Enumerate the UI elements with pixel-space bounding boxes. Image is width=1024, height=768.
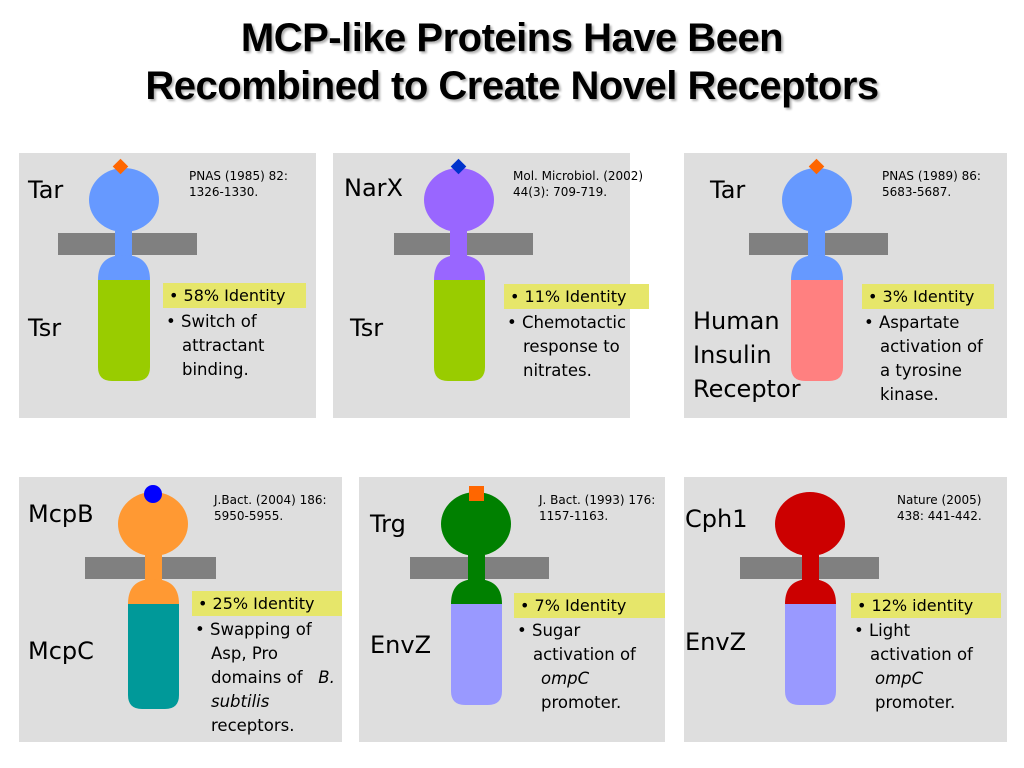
receptor-cytoplasmic-upper xyxy=(785,579,836,604)
title-line-1: MCP-like Proteins Have Been xyxy=(240,16,784,60)
top-label: NarX xyxy=(344,174,403,202)
panel-trg-envz: Trg EnvZ J. Bact. (1993) 176: 1157-1163.… xyxy=(359,477,665,742)
description: • Chemotactic response to nitrates. xyxy=(507,313,627,380)
receptor-stalk xyxy=(468,555,485,586)
bottom-label: EnvZ xyxy=(685,628,747,656)
receptor-head xyxy=(115,231,132,262)
reference: PNAS (1985) 82: 1326-1330. xyxy=(189,169,288,199)
top-label: McpB xyxy=(28,500,94,528)
panel-tar-tsr: Tar Tsr PNAS (1985) 82: 1326-1330. • 58%… xyxy=(19,153,316,418)
description: • Light activation of ompC promoter. xyxy=(854,621,973,712)
description: • Switch of attractant binding. xyxy=(166,312,265,379)
receptor-diagram xyxy=(740,492,879,705)
receptor-stalk xyxy=(808,231,825,262)
ligand-diamond xyxy=(112,158,129,175)
identity-badge: • 25% Identity xyxy=(192,591,342,616)
top-label: Tar xyxy=(710,176,746,204)
receptor-periplasmic-domain xyxy=(89,168,159,232)
receptor-diagram xyxy=(410,486,549,705)
receptor-cytoplasmic-lower xyxy=(451,604,502,705)
slide-title: MCP-like Proteins Have Been Recombined t… xyxy=(0,14,1024,110)
receptor-stalk xyxy=(450,231,467,262)
identity-badge: • 3% Identity xyxy=(862,284,994,309)
title-line-2: Recombined to Create Novel Receptors xyxy=(145,64,879,108)
ligand-square xyxy=(469,486,484,501)
top-label: Trg xyxy=(370,510,406,538)
receptor-periplasmic-domain xyxy=(441,492,511,556)
receptor-periplasmic-domain xyxy=(782,168,852,232)
identity-badge: • 58% Identity xyxy=(163,283,306,308)
bottom-label: Tsr xyxy=(28,314,62,342)
receptor-periplasmic-domain xyxy=(424,168,494,232)
description: • Aspartate activation of a tyrosine kin… xyxy=(864,313,983,404)
reference: J.Bact. (2004) 186: 5950-5955. xyxy=(214,493,327,523)
receptor-cytoplasmic-upper xyxy=(791,255,843,280)
receptor-cytoplasmic-lower xyxy=(98,280,150,381)
bottom-label: EnvZ xyxy=(370,631,432,659)
description: • Swapping of Asp, Pro domains of B. sub… xyxy=(195,620,335,735)
receptor-stalk xyxy=(802,555,819,586)
receptor-periplasmic-domain xyxy=(118,492,188,556)
description: • Sugar activation of ompC promoter. xyxy=(517,621,636,712)
receptor-stalk xyxy=(145,555,162,586)
top-label: Cph1 xyxy=(685,505,748,533)
panel-narx-tsr: NarX Tsr Mol. Microbiol. (2002) 44(3): 7… xyxy=(333,153,649,418)
panel-tar-insulin-receptor: Tar Human Insulin Receptor PNAS (1989) 8… xyxy=(684,153,1007,418)
receptor-cytoplasmic-lower xyxy=(128,604,179,709)
reference: Mol. Microbiol. (2002) 44(3): 709-719. xyxy=(513,169,644,199)
receptor-cytoplasmic-upper xyxy=(434,255,485,280)
reference: PNAS (1989) 86: 5683-5687. xyxy=(882,169,981,199)
panel-mcpb-mcpc: McpB McpC J.Bact. (2004) 186: 5950-5955.… xyxy=(19,477,342,742)
receptor-diagram xyxy=(394,158,533,381)
receptor-diagram xyxy=(749,158,888,381)
receptor-cytoplasmic-lower xyxy=(785,604,836,705)
receptor-diagram xyxy=(85,485,216,709)
panel-cph1-envz: Cph1 EnvZ Nature (2005) 438: 441-442. • … xyxy=(684,477,1007,742)
identity-badge: • 12% identity xyxy=(851,593,1001,618)
receptor-cytoplasmic-lower xyxy=(791,280,843,381)
receptor-cytoplasmic-upper xyxy=(451,579,502,604)
bottom-label: Human Insulin Receptor xyxy=(693,307,801,403)
reference: Nature (2005) 438: 441-442. xyxy=(897,493,982,523)
ligand-circle xyxy=(144,485,162,503)
receptor-cytoplasmic-upper xyxy=(98,255,150,280)
identity-badge: • 11% Identity xyxy=(504,284,649,309)
receptor-cytoplasmic-lower xyxy=(434,280,485,381)
bottom-label: Tsr xyxy=(350,314,384,342)
top-label: Tar xyxy=(28,176,64,204)
bottom-label: McpC xyxy=(28,637,94,665)
receptor-diagram xyxy=(58,158,197,381)
reference: J. Bact. (1993) 176: 1157-1163. xyxy=(539,493,656,523)
receptor-cytoplasmic-upper xyxy=(128,579,179,604)
receptor-periplasmic-domain xyxy=(775,492,845,556)
identity-badge: • 7% Identity xyxy=(514,593,665,618)
